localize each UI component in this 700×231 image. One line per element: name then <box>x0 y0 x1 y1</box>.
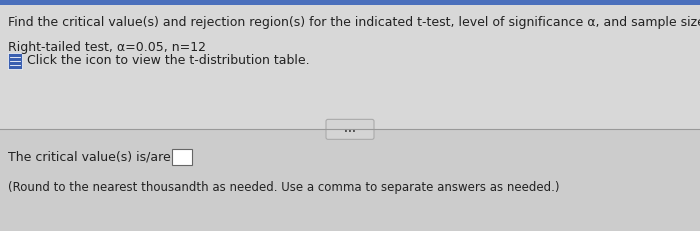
Text: Right-tailed test, α=0.05, n=12: Right-tailed test, α=0.05, n=12 <box>8 41 206 54</box>
Text: Find the critical value(s) and rejection region(s) for the indicated t-test, lev: Find the critical value(s) and rejection… <box>8 16 700 29</box>
FancyBboxPatch shape <box>8 53 22 69</box>
Bar <box>0 129 700 231</box>
Bar <box>0 0 700 5</box>
Text: Click the icon to view the t-distribution table.: Click the icon to view the t-distributio… <box>27 55 309 67</box>
Text: The critical value(s) is/are: The critical value(s) is/are <box>8 151 171 164</box>
Bar <box>0 0 700 129</box>
FancyBboxPatch shape <box>172 149 192 165</box>
Text: (Round to the nearest thousandth as needed. Use a comma to separate answers as n: (Round to the nearest thousandth as need… <box>8 181 559 194</box>
FancyBboxPatch shape <box>326 119 374 139</box>
Text: ...: ... <box>344 124 356 134</box>
